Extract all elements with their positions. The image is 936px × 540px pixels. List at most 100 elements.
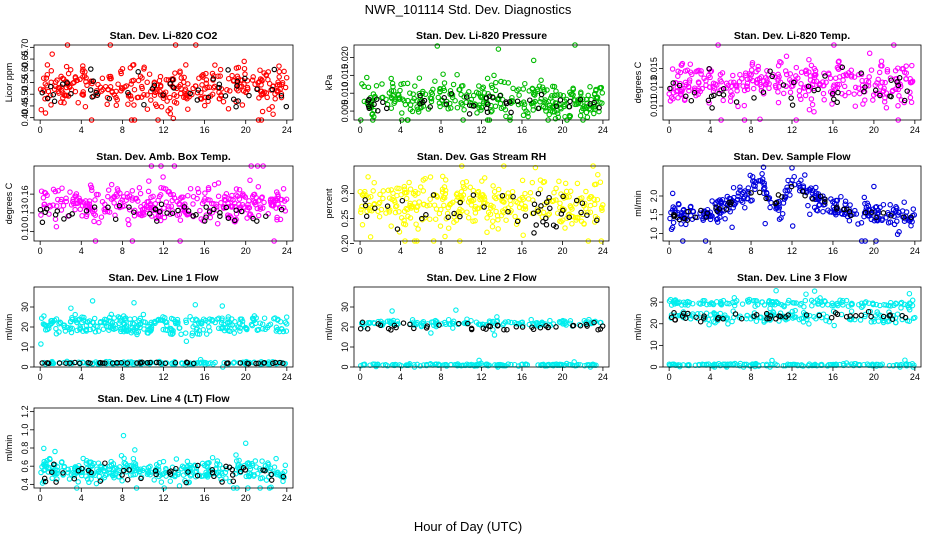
data-point-dark — [357, 325, 364, 332]
data-point-dark — [445, 214, 451, 220]
data-point — [566, 112, 573, 119]
data-point — [266, 80, 273, 87]
data-point — [41, 458, 47, 465]
data-point — [131, 315, 138, 322]
data-point-dark — [365, 98, 371, 104]
data-point — [131, 86, 138, 93]
data-point — [503, 217, 509, 223]
data-point — [744, 83, 750, 89]
data-point — [111, 315, 117, 321]
data-point-dark — [587, 101, 593, 107]
data-point-dark — [362, 197, 368, 203]
data-point — [144, 79, 150, 86]
x-tick-label: 20 — [557, 125, 567, 135]
y-tick-label: 1.5 — [649, 208, 659, 221]
data-point — [416, 75, 423, 81]
data-point — [846, 206, 852, 212]
data-point-dark — [769, 73, 775, 80]
data-point — [424, 202, 430, 209]
data-point — [464, 361, 470, 367]
data-point — [591, 110, 597, 117]
data-point-dark — [219, 479, 225, 485]
data-point — [184, 95, 190, 102]
data-point — [820, 208, 826, 215]
data-point — [538, 77, 544, 84]
data-point-dark — [411, 325, 417, 332]
data-point — [887, 299, 894, 306]
data-point-dark — [533, 222, 539, 228]
data-point — [417, 184, 424, 190]
data-point-dark — [676, 216, 683, 223]
data-point — [780, 200, 787, 206]
data-point — [249, 77, 256, 83]
data-point — [131, 300, 137, 306]
data-point — [409, 317, 416, 323]
data-point-dark — [703, 214, 709, 220]
data-point-dark — [829, 90, 836, 97]
data-point — [480, 192, 486, 198]
data-point-dark — [530, 210, 537, 216]
data-point — [495, 46, 502, 52]
data-point-dark — [514, 218, 521, 225]
data-point — [178, 466, 185, 472]
data-point-dark — [232, 217, 238, 224]
data-point-dark — [147, 211, 153, 217]
data-point — [529, 100, 536, 106]
y-tick-label: 0.13 — [20, 204, 30, 222]
data-point — [453, 191, 460, 198]
data-point — [252, 458, 259, 464]
data-point — [199, 82, 205, 88]
data-point-dark — [362, 202, 369, 209]
data-point — [787, 192, 793, 198]
data-point-dark — [480, 325, 487, 331]
data-point — [161, 214, 168, 221]
data-point — [53, 223, 60, 230]
data-point-dark — [89, 94, 95, 100]
data-point — [745, 185, 752, 191]
data-point-dark — [225, 215, 232, 221]
x-tick-label: 20 — [557, 246, 567, 256]
data-point — [264, 94, 270, 101]
data-point — [505, 190, 511, 196]
data-point-dark — [250, 215, 256, 222]
points-line4 — [38, 432, 289, 491]
data-point — [148, 88, 154, 95]
data-point — [244, 215, 250, 221]
data-point — [465, 199, 472, 205]
data-point — [775, 99, 782, 106]
data-point — [589, 319, 595, 325]
data-point — [744, 312, 751, 319]
x-tick-label: 20 — [869, 125, 879, 135]
x-tick-label: 12 — [787, 246, 797, 256]
data-point — [568, 91, 574, 98]
data-point — [773, 287, 779, 294]
data-point — [439, 186, 446, 193]
data-point — [261, 70, 267, 76]
data-point-dark — [87, 87, 94, 93]
data-point — [135, 77, 142, 84]
data-point-dark — [42, 478, 49, 485]
data-point — [159, 360, 166, 367]
data-point — [742, 70, 749, 76]
data-point — [453, 217, 460, 224]
data-point-dark — [407, 321, 413, 328]
data-point — [489, 223, 496, 230]
data-point-dark — [164, 210, 170, 216]
x-tick-label: 4 — [398, 125, 403, 135]
data-point — [114, 97, 120, 103]
data-point — [183, 62, 189, 68]
data-point — [111, 474, 117, 481]
data-point — [464, 319, 470, 326]
data-point — [199, 200, 206, 207]
data-point-dark — [44, 95, 51, 102]
data-point — [464, 209, 470, 215]
data-point — [183, 92, 189, 99]
data-point-dark — [763, 310, 770, 317]
data-point-dark — [183, 479, 189, 486]
data-point — [852, 207, 858, 214]
data-point — [407, 215, 414, 221]
y-tick-label: 0.013 — [649, 76, 659, 99]
data-point — [838, 193, 844, 200]
data-point — [757, 116, 763, 122]
